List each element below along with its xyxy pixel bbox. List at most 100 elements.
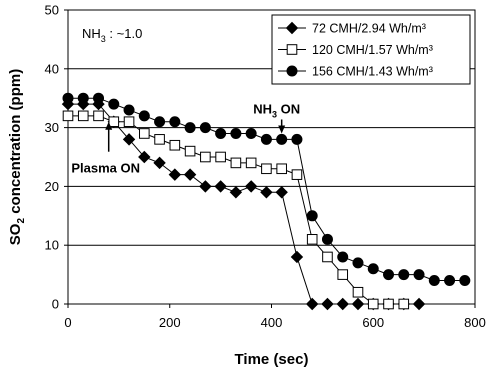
circle-point	[459, 274, 471, 286]
circle-point	[444, 274, 456, 286]
nh3-on-label: NH3 ON	[253, 101, 300, 119]
square-point	[367, 298, 379, 310]
circle-point	[367, 263, 379, 275]
circle-point	[398, 269, 410, 281]
square-point	[383, 298, 394, 310]
y-tick-label: 10	[45, 238, 59, 253]
ratio-rest: : ~1.0	[106, 26, 143, 41]
square-point	[154, 134, 165, 145]
circle-point	[337, 251, 349, 263]
circle-point	[138, 110, 150, 122]
circle-point	[413, 269, 425, 281]
x-axis-title: Time (sec)	[235, 351, 309, 368]
y-tick-label: 40	[45, 61, 59, 76]
diamond-point	[244, 180, 258, 193]
series-line	[68, 103, 420, 305]
circle-point	[306, 210, 318, 222]
x-tick-label: 400	[261, 315, 283, 330]
square-point	[291, 169, 303, 180]
nh3-ratio-label: NH3 : ~1.0	[82, 26, 142, 44]
diamond-point	[336, 297, 349, 311]
circle-point	[199, 122, 211, 134]
circle-point	[230, 127, 242, 139]
series-diamond	[61, 97, 426, 311]
square-point	[123, 116, 135, 128]
series-circle	[62, 92, 471, 286]
circle-point	[123, 104, 135, 116]
diamond-point	[321, 297, 334, 311]
diamond-point	[275, 186, 288, 199]
diamond-point	[199, 180, 212, 193]
annotations: Plasma ON NH3 ON	[71, 101, 300, 175]
diamond-point	[260, 186, 273, 199]
plasma-on-arrowhead	[105, 121, 113, 130]
square-point	[245, 157, 257, 169]
square-point	[62, 110, 74, 122]
nh3-on-main: NH	[253, 101, 272, 116]
y-tick-label: 0	[52, 297, 59, 312]
diamond-point	[214, 180, 227, 193]
circle-point	[93, 92, 105, 104]
y-title-sub: 2	[16, 218, 27, 224]
y-title-main: SO	[7, 223, 24, 245]
square-point	[184, 145, 196, 157]
square-point	[139, 128, 150, 139]
x-tick-label: 0	[64, 315, 71, 330]
x-tick-label: 600	[362, 315, 384, 330]
square-point	[169, 139, 181, 151]
circle-point	[260, 133, 272, 145]
y-tick-label: 50	[45, 3, 59, 18]
nh3-on-sub: 3	[272, 109, 277, 119]
legend-square-marker	[286, 44, 298, 55]
y-tick-label: 20	[45, 179, 59, 194]
diamond-point	[183, 168, 197, 181]
series-square	[62, 110, 410, 310]
square-point	[337, 269, 349, 280]
x-tick-label: 200	[159, 315, 181, 330]
series-layer	[61, 92, 471, 311]
circle-point	[352, 257, 364, 269]
square-point	[322, 251, 333, 263]
ratio-sub: 3	[101, 34, 106, 44]
square-point	[276, 163, 287, 175]
nh3-on-rest: ON	[277, 101, 300, 116]
series-line	[68, 115, 404, 305]
diamond-point	[290, 250, 304, 264]
square-point	[108, 116, 120, 128]
square-point	[93, 110, 104, 122]
circle-point	[276, 133, 288, 145]
diamond-point	[153, 156, 166, 170]
legend-label: 156 CMH/1.43 Wh/m³	[312, 65, 433, 79]
legend-label: 120 CMH/1.57 Wh/m³	[312, 43, 433, 57]
legend-circle-marker	[286, 65, 298, 77]
legend-label: 72 CMH/2.94 Wh/m³	[312, 22, 426, 36]
square-point	[306, 234, 318, 245]
legend: 72 CMH/2.94 Wh/m³ 120 CMH/1.57 Wh/m³ 156 C…	[271, 14, 471, 85]
nh3-on-arrowhead	[278, 125, 286, 134]
y-tick-label: 30	[45, 120, 59, 135]
diamond-point	[168, 168, 182, 181]
y-axis-title: SO2 concentration (ppm)	[7, 69, 27, 245]
diamond-point	[351, 297, 365, 311]
plasma-on-label: Plasma ON	[71, 161, 140, 176]
circle-point	[291, 133, 303, 145]
diamond-point	[229, 186, 243, 199]
square-point	[77, 110, 89, 122]
diamond-point	[138, 150, 151, 164]
circle-point	[184, 122, 196, 134]
square-point	[200, 151, 211, 163]
square-point	[230, 157, 242, 169]
circle-point	[215, 127, 227, 139]
circle-point	[383, 269, 395, 281]
ratio-main: NH	[82, 26, 101, 41]
circle-point	[108, 98, 120, 110]
square-point	[398, 298, 410, 310]
square-point	[261, 163, 272, 175]
circle-point	[62, 92, 74, 104]
circle-point	[428, 274, 440, 286]
y-title-rest: concentration (ppm)	[7, 69, 24, 218]
circle-point	[77, 92, 89, 104]
diamond-point	[122, 133, 136, 146]
circle-point	[321, 233, 333, 245]
